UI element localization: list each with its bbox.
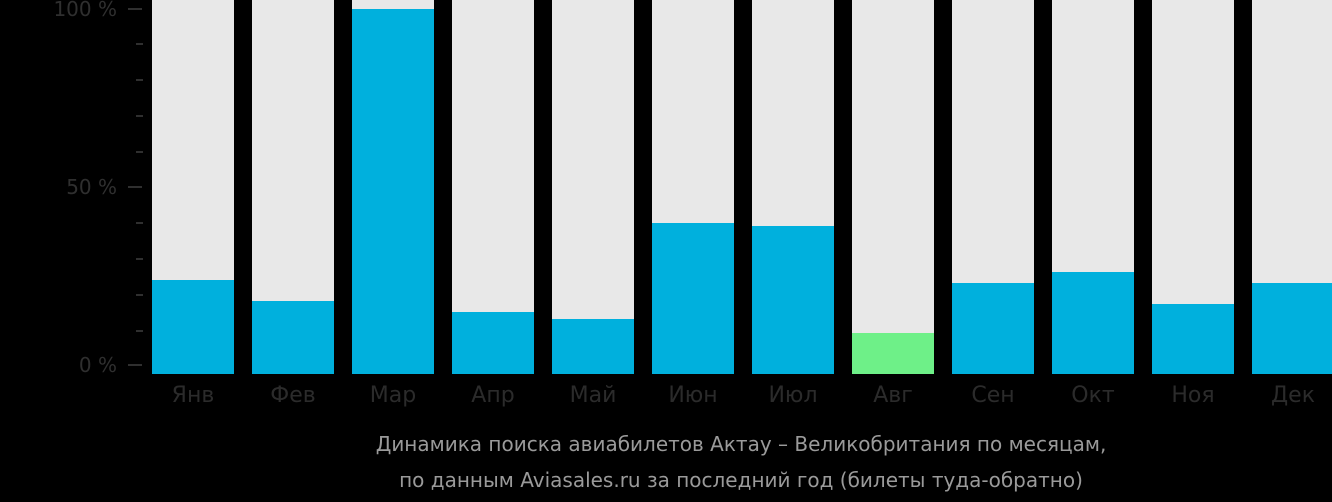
bar-2	[352, 0, 434, 374]
bar-6	[752, 0, 834, 374]
bar-8	[952, 0, 1034, 374]
bar-value	[852, 332, 934, 374]
bar-value	[552, 318, 634, 374]
y-tick-80	[136, 79, 143, 81]
bar-value	[1152, 304, 1234, 374]
x-axis-label: Сен	[971, 383, 1015, 408]
bar-value	[952, 283, 1034, 374]
y-tick-0	[128, 364, 142, 366]
x-axis-label: Фев	[270, 383, 316, 408]
y-axis-label-0: 0 %	[78, 353, 117, 377]
chart-plot-area: 100 % 50 % 0 %	[53, 0, 1332, 377]
x-axis-label: Янв	[171, 383, 215, 408]
y-tick-40	[136, 222, 143, 224]
bar-value	[752, 226, 834, 374]
bar-value	[252, 300, 334, 374]
y-axis-label-100: 100 %	[53, 0, 117, 21]
bar-value	[652, 222, 734, 374]
y-tick-50	[128, 186, 142, 188]
bar-value	[1252, 283, 1332, 374]
bar-11	[1252, 0, 1332, 374]
bar-value	[1052, 272, 1134, 374]
chart-caption-line2: по данным Aviasales.ru за последний год …	[399, 468, 1083, 492]
x-axis-label: Июл	[768, 383, 818, 408]
y-axis-label-50: 50 %	[66, 175, 117, 199]
bar-value	[452, 311, 534, 374]
x-axis-label: Авг	[873, 383, 913, 408]
bar-0	[152, 0, 234, 374]
x-axis-label: Апр	[471, 383, 515, 408]
bar-10	[1152, 0, 1234, 374]
x-axis-label: Июн	[668, 383, 718, 408]
y-tick-30	[136, 258, 143, 260]
y-tick-20	[136, 294, 143, 296]
bar-7	[852, 0, 934, 374]
x-axis-label: Ноя	[1171, 383, 1215, 408]
y-tick-70	[136, 115, 143, 117]
y-tick-10	[136, 330, 143, 332]
bar-value	[152, 279, 234, 374]
y-tick-100	[128, 8, 142, 10]
x-axis-label: Май	[569, 383, 617, 408]
bar-9	[1052, 0, 1134, 374]
bar-4	[552, 0, 634, 374]
chart-caption-line1: Динамика поиска авиабилетов Актау – Вели…	[375, 432, 1107, 456]
bar-5	[652, 0, 734, 374]
y-tick-90	[136, 43, 143, 45]
bar-3	[452, 0, 534, 374]
x-axis-label: Дек	[1270, 383, 1315, 408]
bar-1	[252, 0, 334, 374]
x-axis-label: Окт	[1071, 383, 1115, 408]
bar-value	[352, 9, 434, 374]
y-tick-60	[136, 151, 143, 153]
x-axis-label: Мар	[369, 383, 417, 408]
